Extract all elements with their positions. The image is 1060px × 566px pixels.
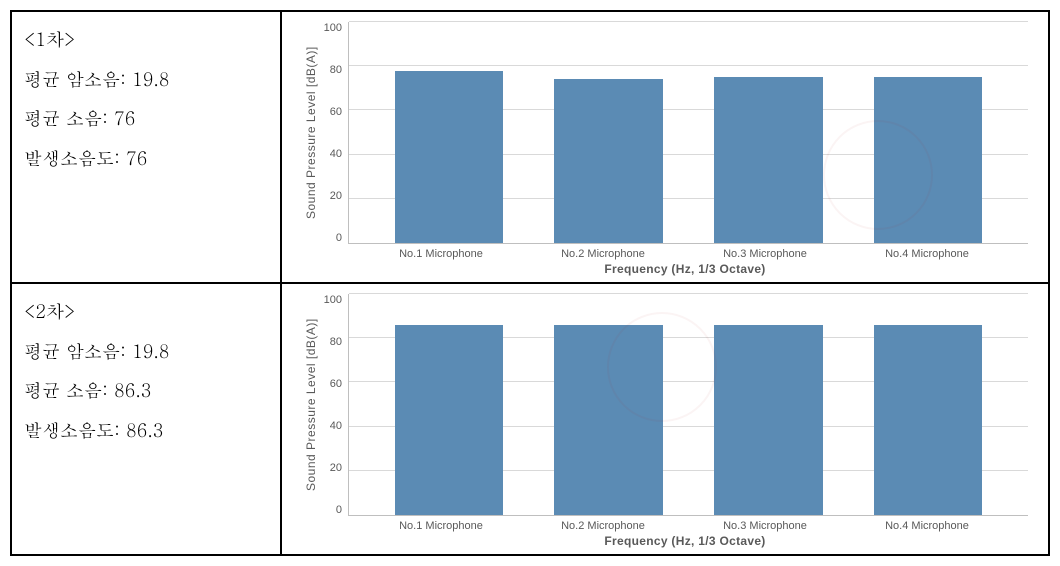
row1-xlabel: Frequency (Hz, 1/3 Octave) <box>302 260 1028 276</box>
y-tick-label: 80 <box>320 336 342 348</box>
x-tick-label: No.3 Microphone <box>684 248 846 260</box>
y-tick-label: 100 <box>320 294 342 306</box>
x-tick-label: No.2 Microphone <box>522 520 684 532</box>
row2-line1: 평균 암소음: 19.8 <box>24 332 268 372</box>
bar-slot <box>689 22 849 243</box>
bar-slot <box>689 294 849 515</box>
row2-chart-cell: Sound Pressure Level [dB(A)] 100 80 60 40 20… <box>281 283 1049 555</box>
row2-heading: <2차> <box>24 292 268 332</box>
row1-ylabel: Sound Pressure Level [dB(A)] <box>302 22 320 244</box>
row1-line2-value: 76 <box>114 106 135 131</box>
y-tick-label: 100 <box>320 22 342 34</box>
row1-line1: 평균 암소음: 19.8 <box>24 60 268 100</box>
row2-xlabel: Frequency (Hz, 1/3 Octave) <box>302 532 1028 548</box>
y-tick-label: 20 <box>320 190 342 202</box>
bar-slot <box>848 294 1008 515</box>
bar <box>714 325 823 515</box>
bar-slot <box>529 294 689 515</box>
row1-xticks: No.1 MicrophoneNo.2 MicrophoneNo.3 Micro… <box>302 244 1028 260</box>
row2-plot <box>348 294 1028 516</box>
y-tick-label: 40 <box>320 148 342 160</box>
bar <box>395 71 504 243</box>
row1-heading: <1차> <box>24 20 268 60</box>
x-tick-label: No.4 Microphone <box>846 248 1008 260</box>
row1-line1-value: 19.8 <box>132 67 169 92</box>
row1-line3-value: 76 <box>126 146 147 171</box>
x-tick-label: No.2 Microphone <box>522 248 684 260</box>
row2-label-cell: <2차> 평균 암소음: 19.8 평균 소음: 86.3 발생소음도: 86.… <box>11 283 281 555</box>
bar-slot <box>529 22 689 243</box>
row2-line1-label: 평균 암소음 <box>24 339 120 364</box>
row2-line2-label: 평균 소음 <box>24 378 102 403</box>
bar <box>554 79 663 243</box>
bar <box>714 77 823 243</box>
row2-line3-value: 86.3 <box>126 418 163 443</box>
x-tick-label: No.1 Microphone <box>360 520 522 532</box>
y-tick-label: 60 <box>320 106 342 118</box>
row2-line2-value: 86.3 <box>114 378 151 403</box>
row2-line1-value: 19.8 <box>132 339 169 364</box>
row1-line3-label: 발생소음도 <box>24 146 114 171</box>
row2-line2: 평균 소음: 86.3 <box>24 371 268 411</box>
row2-ylabel: Sound Pressure Level [dB(A)] <box>302 294 320 516</box>
bar <box>554 325 663 515</box>
bar <box>874 77 983 243</box>
row1-line2: 평균 소음: 76 <box>24 99 268 139</box>
x-tick-label: No.4 Microphone <box>846 520 1008 532</box>
row1-chart: Sound Pressure Level [dB(A)] 100 80 60 40 20… <box>302 22 1028 244</box>
bar <box>874 325 983 515</box>
y-tick-label: 60 <box>320 378 342 390</box>
row2-bars <box>349 294 1028 515</box>
row1-line3: 발생소음도: 76 <box>24 139 268 179</box>
row2-xticks: No.1 MicrophoneNo.2 MicrophoneNo.3 Micro… <box>302 516 1028 532</box>
y-tick-label: 80 <box>320 64 342 76</box>
y-tick-label: 0 <box>320 504 342 516</box>
bar-slot <box>369 22 529 243</box>
measurement-table: <1차> 평균 암소음: 19.8 평균 소음: 76 발생소음도: 76 So… <box>10 10 1050 556</box>
x-tick-label: No.1 Microphone <box>360 248 522 260</box>
y-tick-label: 0 <box>320 232 342 244</box>
row2-line3: 발생소음도: 86.3 <box>24 411 268 451</box>
bar-slot <box>848 22 1008 243</box>
row1-plot <box>348 22 1028 244</box>
row2-chart: Sound Pressure Level [dB(A)] 100 80 60 40 20… <box>302 294 1028 516</box>
row1-yticks: 100 80 60 40 20 0 <box>320 22 348 244</box>
row2-yticks: 100 80 60 40 20 0 <box>320 294 348 516</box>
row1-line2-label: 평균 소음 <box>24 106 102 131</box>
row1-bars <box>349 22 1028 243</box>
row1-line1-label: 평균 암소음 <box>24 67 120 92</box>
row1-chart-cell: Sound Pressure Level [dB(A)] 100 80 60 40 20… <box>281 11 1049 283</box>
y-tick-label: 20 <box>320 462 342 474</box>
y-tick-label: 40 <box>320 420 342 432</box>
x-tick-label: No.3 Microphone <box>684 520 846 532</box>
bar-slot <box>369 294 529 515</box>
row2-line3-label: 발생소음도 <box>24 418 114 443</box>
bar <box>395 325 504 515</box>
row1-label-cell: <1차> 평균 암소음: 19.8 평균 소음: 76 발생소음도: 76 <box>11 11 281 283</box>
